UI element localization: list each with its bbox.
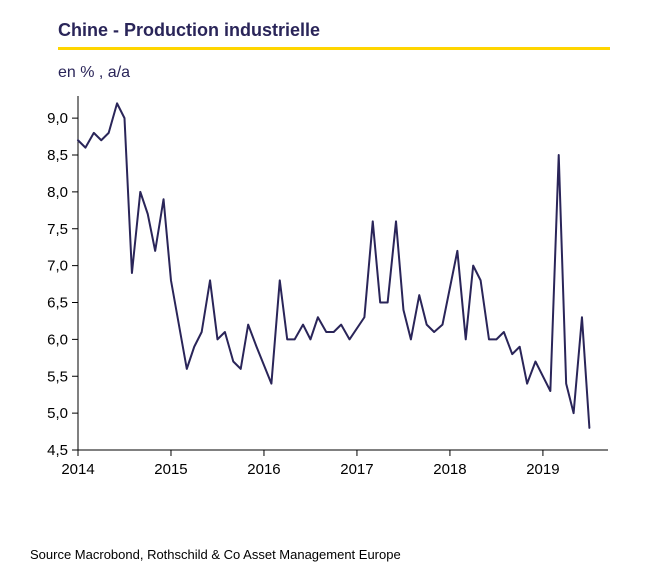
- svg-text:2017: 2017: [340, 461, 373, 478]
- chart-subtitle: en % , a/a: [58, 64, 618, 82]
- title-underline: [58, 47, 610, 50]
- svg-text:5,5: 5,5: [47, 368, 68, 385]
- svg-text:8,0: 8,0: [47, 184, 68, 201]
- svg-text:2018: 2018: [433, 461, 466, 478]
- svg-text:9,0: 9,0: [47, 110, 68, 127]
- source-text: Source Macrobond, Rothschild & Co Asset …: [30, 547, 401, 562]
- svg-text:5,0: 5,0: [47, 405, 68, 422]
- svg-text:4,5: 4,5: [47, 442, 68, 459]
- svg-text:2014: 2014: [61, 461, 94, 478]
- svg-text:7,5: 7,5: [47, 221, 68, 238]
- line-chart: 4,5 5,0 5,5 6,0 6,5 7,0 7,5 8,0 8,5 9,0 2014 2015 20…: [30, 90, 618, 490]
- svg-text:7,0: 7,0: [47, 258, 68, 275]
- svg-text:6,5: 6,5: [47, 295, 68, 312]
- svg-text:8,5: 8,5: [47, 147, 68, 164]
- svg-text:2015: 2015: [154, 461, 187, 478]
- svg-text:6,0: 6,0: [47, 331, 68, 348]
- chart-title: Chine - Production industrielle: [58, 20, 618, 41]
- svg-text:2016: 2016: [247, 461, 280, 478]
- chart-area: 4,5 5,0 5,5 6,0 6,5 7,0 7,5 8,0 8,5 9,0 2014 2015 20…: [30, 90, 610, 495]
- svg-text:2019: 2019: [526, 461, 559, 478]
